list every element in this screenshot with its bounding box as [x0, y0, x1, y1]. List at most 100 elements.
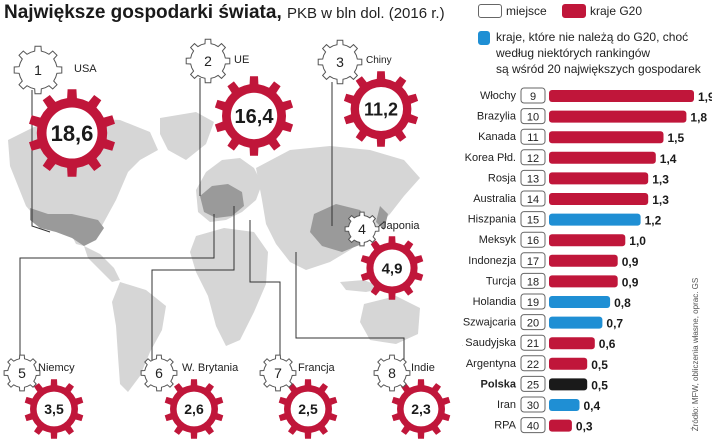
rank-box — [520, 87, 546, 104]
gear-group-w-brytania: 2,6 6 W. Brytania — [140, 354, 239, 439]
gear-value-niemcy: 3,5 — [44, 401, 64, 417]
gear-small-japonia-icon — [344, 211, 380, 247]
gear-value-japonia: 4,9 — [382, 260, 403, 277]
gear-rank-francja: 7 — [274, 365, 282, 381]
legend-non-g20-label: kraje, które nie należą do G20, choć wed… — [496, 29, 701, 77]
gear-small-usa-icon — [13, 45, 63, 95]
title-subtitle: PKB w bln dol. (2016 r.) — [287, 5, 445, 22]
gear-value-indie: 2,3 — [411, 401, 431, 417]
bar-category-label: Arabia Saudyjska — [462, 337, 517, 349]
gear-value-ue: 16,4 — [235, 106, 275, 128]
gear-rank-japonia: 4 — [358, 221, 366, 237]
legend-non-g20-line2: według niektórych rankingów — [496, 46, 651, 60]
bar-chart: Włochy 9 1,9 Brazylia 10 1,8 Kanada 11 1,5 Korea … — [462, 87, 712, 434]
bar — [549, 90, 694, 102]
map-central-america — [84, 246, 120, 282]
gear-group-japonia: 4,9 4 Japonia — [344, 211, 424, 300]
bar — [549, 254, 618, 267]
gear-group-indie: 2,3 8 Indie — [373, 354, 451, 439]
gear-small-francja-icon — [259, 354, 297, 392]
bar — [549, 172, 649, 185]
rank-label: 17 — [527, 256, 539, 268]
gear-label-japonia: Japonia — [381, 220, 420, 232]
rank-box — [520, 252, 546, 269]
rank-box — [520, 355, 546, 372]
bar — [549, 419, 572, 432]
rank-label: 11 — [527, 132, 538, 144]
connector-francja — [249, 220, 281, 360]
rank-label: 19 — [527, 297, 539, 309]
gear-label-indie: Indie — [411, 362, 435, 374]
rank-box — [520, 396, 546, 413]
rank-box — [520, 334, 546, 351]
gear-value-francja: 2,5 — [298, 401, 318, 417]
rank-label: 12 — [527, 153, 539, 165]
gear-rank-niemcy: 5 — [18, 365, 26, 381]
gear-big-hub-niemcy — [36, 391, 72, 427]
bar — [549, 337, 595, 350]
bar-value-label: 1,4 — [660, 152, 677, 166]
map-greenland — [160, 112, 214, 160]
bar — [549, 131, 664, 144]
bar-value-label: 1,2 — [645, 214, 662, 228]
gear-small-w-brytania-icon — [140, 354, 178, 392]
rank-label: 16 — [527, 235, 539, 247]
rank-box — [520, 417, 546, 434]
gear-big-hub-ue — [230, 92, 278, 140]
rank-box — [520, 190, 546, 207]
bar — [549, 213, 641, 226]
gear-big-hub-w-brytania — [176, 391, 212, 427]
rank-label: 22 — [527, 359, 539, 371]
bar-category-label: Polska — [481, 378, 517, 390]
gear-value-chiny: 11,2 — [364, 99, 398, 119]
gear-rank-w-brytania: 6 — [155, 365, 163, 381]
bar — [549, 399, 580, 411]
rank-box — [520, 108, 546, 125]
gear-small-indie-icon — [373, 354, 411, 392]
legend-non-g20-line1: kraje, które nie należą do G20, choć — [496, 30, 689, 44]
source-note: Źródło: MFW, obliczenia własne, oprac. G… — [690, 277, 700, 432]
gear-label-w-brytania: W. Brytania — [182, 362, 239, 374]
rank-label: 40 — [527, 421, 539, 433]
bar — [549, 296, 611, 308]
rank-box — [520, 149, 546, 166]
bar-value-label: 0,8 — [614, 296, 631, 310]
bar-value-label: 1,5 — [668, 131, 685, 145]
gear-label-francja: Francja — [298, 362, 336, 374]
gear-label-niemcy: Niemcy — [38, 362, 75, 374]
legend-g20-label: kraje G20 — [590, 4, 643, 18]
gear-group-usa: 18,6 1 USA — [13, 45, 115, 177]
bar-value-label: 0,6 — [599, 337, 616, 351]
gear-group-francja: 2,5 7 Francja — [259, 354, 338, 439]
gear-big-hub-indie — [403, 391, 439, 427]
bar-category-label: Indonezja — [468, 255, 517, 267]
rank-box — [520, 231, 546, 248]
bar-category-label: Włochy — [480, 90, 517, 102]
rank-label: 15 — [527, 215, 539, 227]
gear-rank-indie: 8 — [388, 365, 396, 381]
bar-value-label: 0,9 — [622, 255, 639, 269]
gear-big-hub-chiny — [358, 86, 404, 132]
bar-category-label: Australia — [473, 193, 517, 205]
legend-non-g20-line3: są wśród 20 największych gospodarek — [496, 62, 701, 76]
gear-group-chiny: 11,2 3 Chiny — [317, 39, 419, 147]
bar-value-label: 0,5 — [591, 358, 608, 372]
bar-value-label: 0,3 — [576, 420, 593, 434]
bar — [549, 110, 687, 123]
gear-value-w-brytania: 2,6 — [184, 401, 204, 417]
rank-label: 20 — [527, 318, 539, 330]
rank-label: 13 — [527, 173, 539, 185]
bar-category-label: Turcja — [486, 275, 517, 287]
bar-value-label: 1,0 — [629, 234, 646, 248]
gear-big-hub-japonia — [373, 249, 411, 287]
bar-value-label: 1,3 — [652, 193, 669, 207]
legend-non-g20-swatch — [478, 31, 490, 45]
rank-box — [520, 314, 546, 331]
rank-label: 10 — [527, 112, 539, 124]
map-australia — [360, 296, 420, 344]
rank-box — [520, 169, 546, 186]
gear-small-ue-icon — [185, 38, 231, 84]
bar-value-label: 0,7 — [606, 317, 623, 331]
rank-label: 9 — [530, 91, 536, 103]
